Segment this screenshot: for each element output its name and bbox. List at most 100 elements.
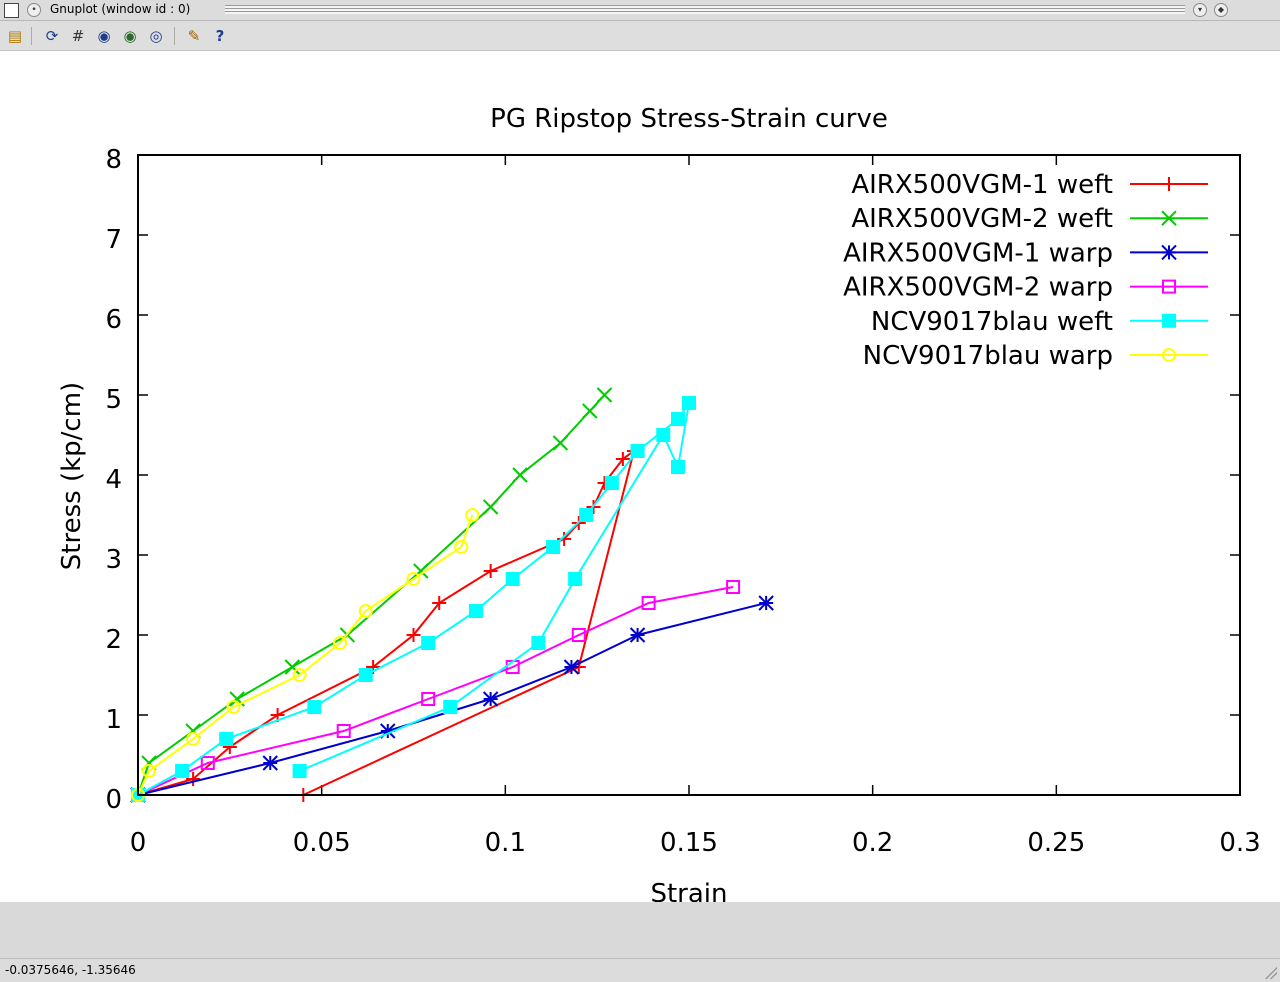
data-point [262, 755, 278, 771]
series-line [131, 580, 741, 802]
legend-entry: AIRX500VGM-1 warp [843, 238, 1208, 268]
data-point [615, 452, 630, 466]
data-point [226, 700, 241, 714]
data-point [505, 572, 520, 586]
gnuplot-app-icon[interactable] [4, 3, 19, 18]
data-point [557, 532, 572, 546]
data-point [568, 572, 583, 586]
mouse-coordinates: -0.0375646, -1.35646 [5, 963, 136, 977]
x-tick-label: 0 [130, 828, 147, 858]
data-point [468, 604, 483, 618]
zoom-previous-icon[interactable]: ◉ [97, 27, 111, 45]
data-point [421, 636, 436, 650]
legend-entry: AIRX500VGM-2 warp [843, 273, 1208, 303]
data-point [186, 772, 201, 786]
help-icon[interactable]: ? [215, 27, 225, 45]
data-point [726, 580, 741, 594]
data-point [406, 572, 421, 586]
y-tick-label: 8 [105, 145, 122, 175]
data-point [1162, 313, 1176, 328]
x-tick-label: 0.15 [660, 828, 718, 858]
y-tick-label: 3 [105, 545, 122, 575]
legend-entry: NCV9017blau weft [871, 307, 1208, 337]
data-point [670, 460, 685, 474]
x-axis-label: Strain [650, 879, 727, 902]
data-point [421, 692, 436, 706]
toolbar-separator [174, 27, 175, 45]
series-polyline [137, 514, 474, 796]
legend-entry: AIRX500VGM-2 weft [851, 204, 1208, 234]
plot-frame [137, 154, 1241, 796]
title-bar: • Gnuplot (window id : 0) ▾ ◆ [0, 0, 1280, 21]
legend-label: AIRX500VGM-2 warp [843, 273, 1113, 303]
y-tick-label: 4 [105, 465, 122, 495]
data-point [630, 444, 645, 458]
window-menu-icon[interactable]: • [27, 3, 41, 17]
data-point [1162, 279, 1176, 294]
x-tick-label: 0.3 [1219, 828, 1260, 858]
data-point [292, 764, 307, 778]
data-point [292, 668, 307, 682]
legend-label: AIRX500VGM-1 warp [843, 238, 1113, 268]
autoscale-icon[interactable]: ◎ [149, 27, 163, 45]
data-point [454, 540, 469, 554]
data-point [682, 396, 696, 410]
data-point [629, 627, 646, 643]
data-point [546, 540, 561, 554]
y-tick-label: 6 [105, 305, 122, 335]
options-icon[interactable]: ✎ [187, 27, 201, 45]
toolbar: ▤ ⟳ # ◉ ◉ ◎ ✎ ? [0, 21, 1280, 51]
data-point [142, 764, 157, 778]
minimize-icon[interactable]: ▾ [1193, 3, 1207, 17]
replot-icon[interactable]: ⟳ [45, 27, 59, 45]
data-point [175, 764, 190, 778]
x-tick-label: 0.25 [1027, 828, 1085, 858]
data-point [512, 467, 528, 483]
export-icon[interactable]: ▤ [7, 27, 23, 45]
data-point [482, 499, 499, 515]
status-bar: -0.0375646, -1.35646 [0, 958, 1280, 982]
series-polyline [137, 402, 690, 796]
data-point [1161, 210, 1177, 226]
data-point [1162, 348, 1176, 362]
data-point [579, 508, 594, 522]
legend-label: AIRX500VGM-2 weft [851, 204, 1113, 234]
data-point [406, 628, 421, 642]
data-point [656, 428, 671, 442]
data-point [358, 604, 373, 618]
resize-grip-icon[interactable] [1265, 967, 1277, 979]
series-polyline [137, 586, 734, 796]
legend-entry: AIRX500VGM-1 weft [851, 170, 1208, 200]
data-point [186, 732, 201, 746]
window-title: Gnuplot (window id : 0) [50, 2, 191, 16]
grid-icon[interactable]: # [71, 27, 85, 45]
series-line [131, 444, 641, 802]
y-tick-label: 7 [105, 225, 122, 255]
x-tick-label: 0.1 [485, 828, 526, 858]
data-point [333, 636, 348, 650]
data-point [483, 564, 498, 578]
maximize-icon[interactable]: ◆ [1214, 3, 1228, 17]
y-tick-label: 5 [105, 385, 122, 415]
data-point [284, 659, 300, 675]
x-tick-label: 0.2 [852, 828, 893, 858]
zoom-next-icon[interactable]: ◉ [123, 27, 137, 45]
data-point [336, 724, 351, 738]
data-point [552, 435, 569, 451]
data-point [443, 700, 458, 714]
data-point [641, 596, 656, 610]
series-polyline [137, 602, 767, 796]
data-point [432, 596, 447, 610]
data-point [219, 732, 234, 746]
stress-strain-chart: PG Ripstop Stress-Strain curve Strain St… [57, 104, 1261, 909]
series-line [131, 396, 696, 802]
data-point [563, 659, 580, 675]
data-point [200, 756, 215, 770]
title-bar-grip[interactable] [225, 5, 1185, 14]
data-point [596, 387, 613, 403]
data-point [482, 691, 499, 707]
y-tick-label: 1 [105, 705, 122, 735]
data-point [582, 403, 598, 419]
series-line [131, 508, 480, 802]
plot-area[interactable]: PG Ripstop Stress-Strain curve Strain St… [0, 51, 1280, 909]
